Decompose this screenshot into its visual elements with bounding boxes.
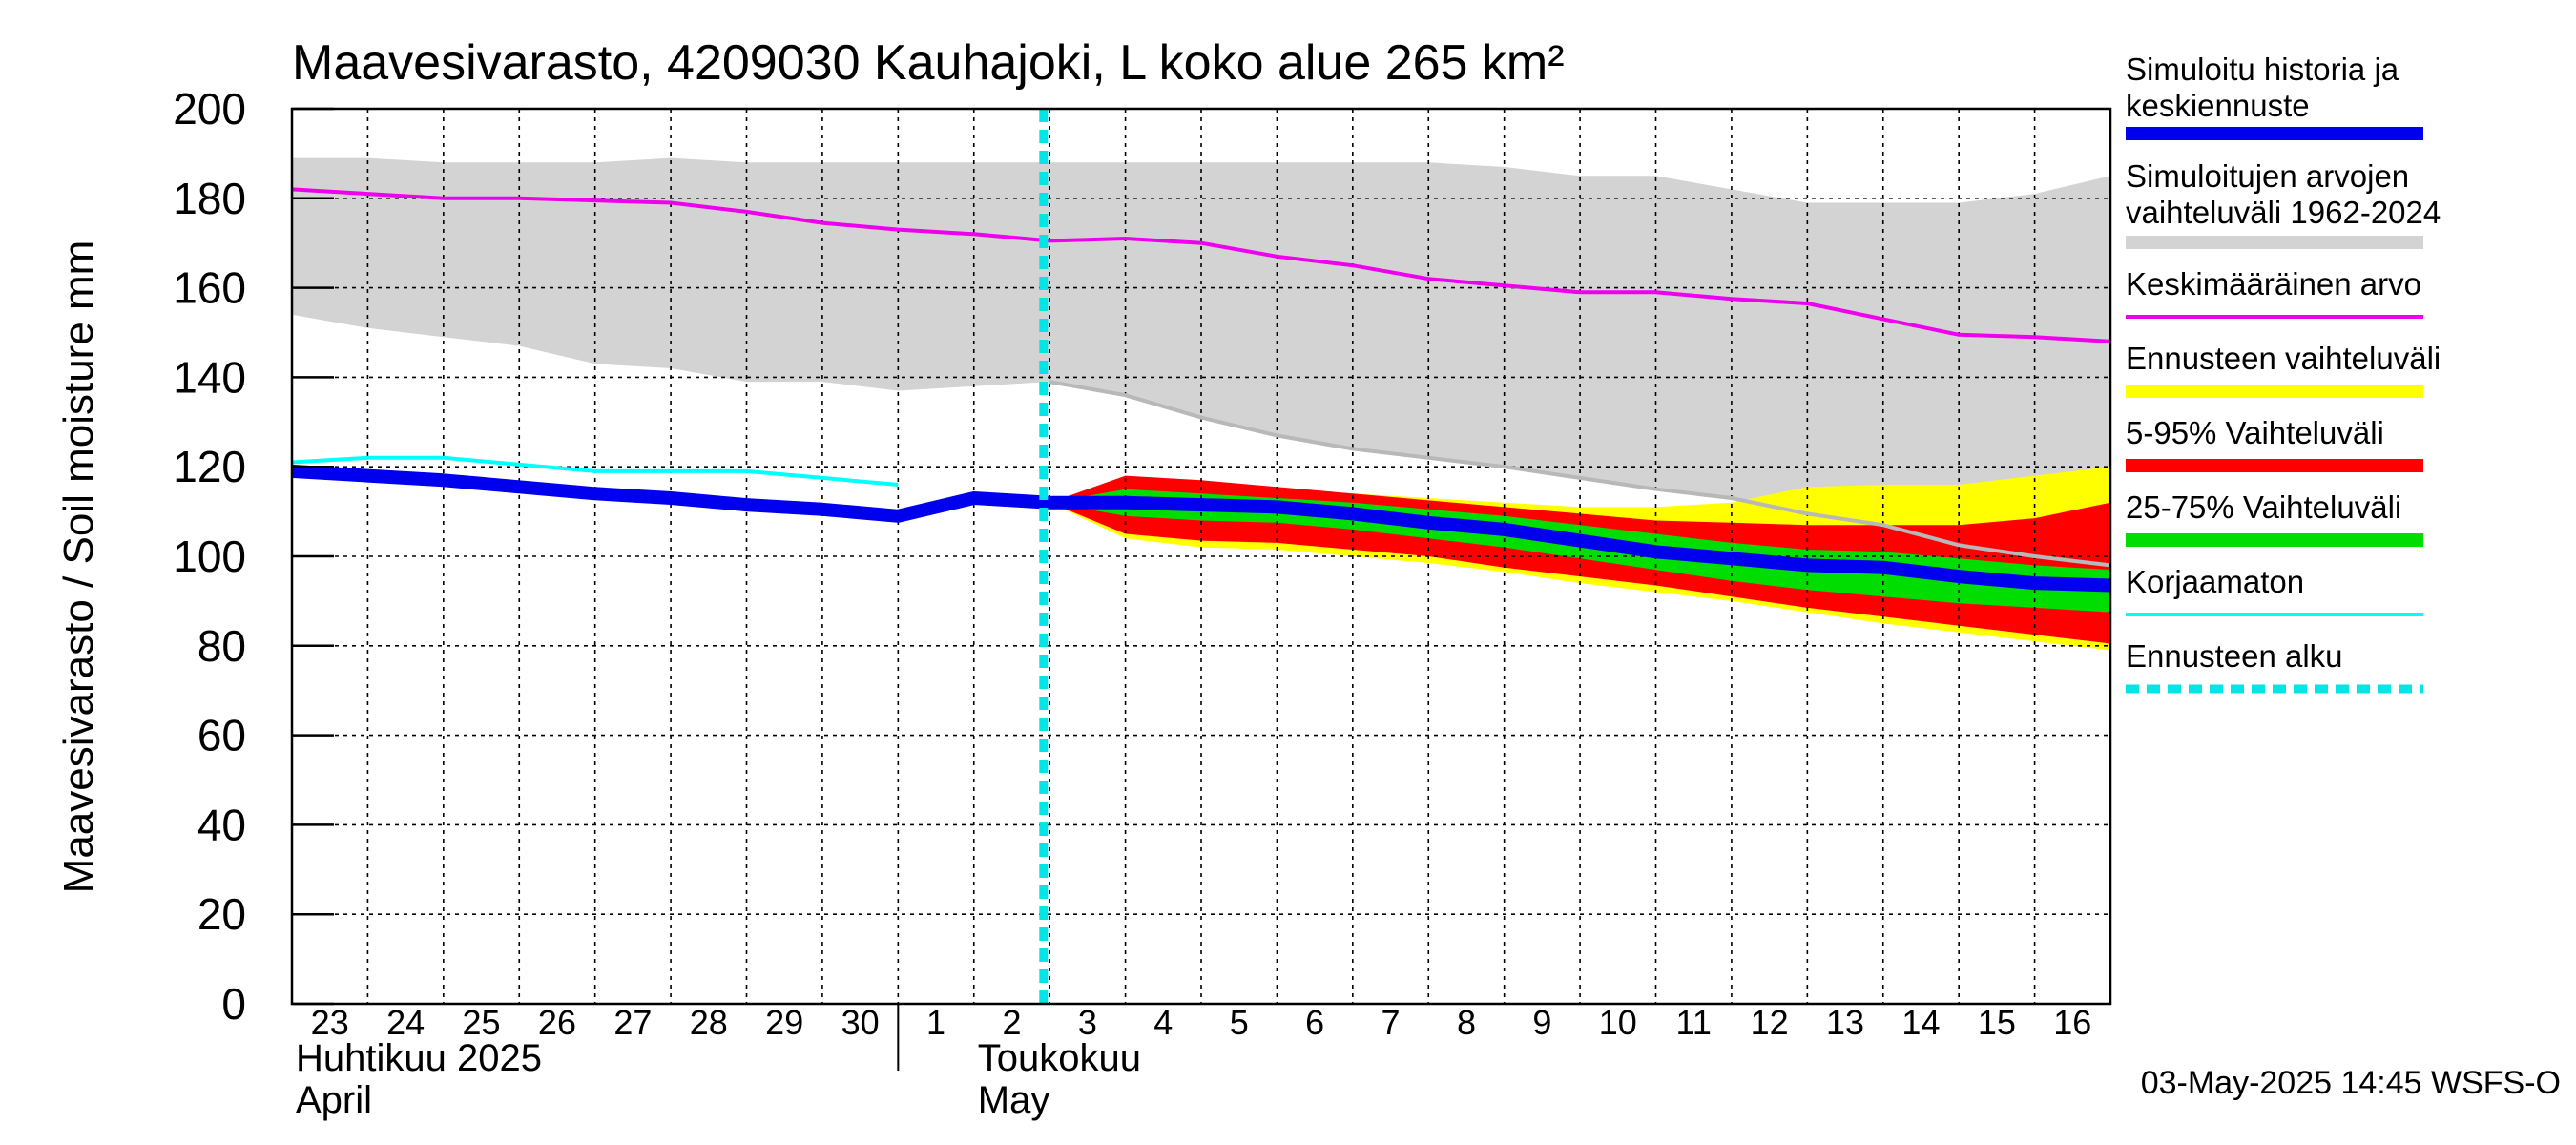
x-tick-label: 9 bbox=[1532, 1003, 1551, 1042]
x-tick-label: 3 bbox=[1078, 1003, 1097, 1042]
y-axis: 0 20 40 60 80 100 120 140 160 180 200 bbox=[173, 84, 334, 1029]
x-tick-label: 15 bbox=[1978, 1003, 2016, 1042]
y-tick-label: 20 bbox=[197, 889, 246, 939]
x-tick-label: 25 bbox=[463, 1003, 501, 1042]
x-tick-label: 13 bbox=[1826, 1003, 1864, 1042]
x-tick-label: 4 bbox=[1153, 1003, 1173, 1042]
x-tick-label: 23 bbox=[311, 1003, 349, 1042]
month-label-en: May bbox=[978, 1079, 1050, 1121]
legend-label: Ennusteen alku bbox=[2126, 638, 2343, 674]
y-tick-label: 120 bbox=[173, 442, 246, 491]
history-forecast-line bbox=[291, 464, 2111, 593]
timestamp: 03-May-2025 14:45 WSFS-O bbox=[2141, 1065, 2561, 1101]
x-tick-label: 7 bbox=[1381, 1003, 1401, 1042]
y-tick-label: 0 bbox=[221, 979, 246, 1029]
x-tick-label: 11 bbox=[1676, 1003, 1712, 1042]
y-tick-label: 180 bbox=[173, 174, 246, 223]
legend-label: Korjaamaton bbox=[2126, 564, 2304, 599]
month-label-fi: Huhtikuu 2025 bbox=[296, 1037, 542, 1079]
x-axis: 23 24 25 26 27 28 29 30 1 2 3 4 5 6 7 8 9 10 11 12 13 14 15 16H… bbox=[296, 1003, 2091, 1121]
month-label-fi: Toukokuu bbox=[978, 1037, 1141, 1079]
legend-label: keskiennuste bbox=[2126, 88, 2310, 123]
y-tick-label: 200 bbox=[173, 84, 246, 134]
month-label-en: April bbox=[296, 1079, 372, 1121]
y-tick-label: 140 bbox=[173, 352, 246, 402]
x-tick-label: 29 bbox=[765, 1003, 803, 1042]
x-tick-label: 26 bbox=[538, 1003, 576, 1042]
p25-75-band bbox=[1049, 489, 2110, 613]
y-axis-label: Maavesivarasto / Soil moisture mm bbox=[55, 240, 102, 894]
x-tick-label: 14 bbox=[1901, 1003, 1940, 1042]
x-tick-label: 16 bbox=[2053, 1003, 2091, 1042]
y-tick-label: 60 bbox=[197, 711, 246, 760]
legend-label: Ennusteen vaihteluväli bbox=[2126, 341, 2441, 376]
x-tick-label: 8 bbox=[1457, 1003, 1476, 1042]
chart-title: Maavesivarasto, 4209030 Kauhajoki, L kok… bbox=[292, 35, 1565, 91]
x-tick-label: 30 bbox=[841, 1003, 880, 1042]
legend-label: 25-75% Vaihteluväli bbox=[2126, 489, 2401, 525]
x-tick-label: 28 bbox=[690, 1003, 728, 1042]
y-tick-label: 80 bbox=[197, 621, 246, 671]
uncorrected-line bbox=[291, 455, 899, 487]
x-tick-label: 2 bbox=[1002, 1003, 1021, 1042]
y-tick-label: 100 bbox=[173, 531, 246, 581]
x-tick-label: 12 bbox=[1751, 1003, 1789, 1042]
historical-range-lower-edge bbox=[1049, 380, 2111, 568]
x-tick-label: 24 bbox=[386, 1003, 425, 1042]
x-tick-label: 1 bbox=[926, 1003, 945, 1042]
y-tick-label: 160 bbox=[173, 263, 246, 313]
lines-layer bbox=[290, 107, 2112, 1006]
x-tick-label: 6 bbox=[1305, 1003, 1324, 1042]
mean-line bbox=[291, 187, 2111, 344]
legend-label: Keskimääräinen arvo bbox=[2126, 266, 2421, 302]
legend-label: vaihteluväli 1962-2024 bbox=[2126, 195, 2441, 230]
legend-label: Simuloitujen arvojen bbox=[2126, 158, 2409, 194]
x-tick-label: 10 bbox=[1599, 1003, 1637, 1042]
y-tick-label: 40 bbox=[197, 800, 246, 849]
legend-label: 5-95% Vaihteluväli bbox=[2126, 415, 2384, 450]
legend-label: Simuloitu historia ja bbox=[2126, 52, 2399, 87]
x-tick-label: 5 bbox=[1230, 1003, 1249, 1042]
x-tick-label: 27 bbox=[613, 1003, 652, 1042]
